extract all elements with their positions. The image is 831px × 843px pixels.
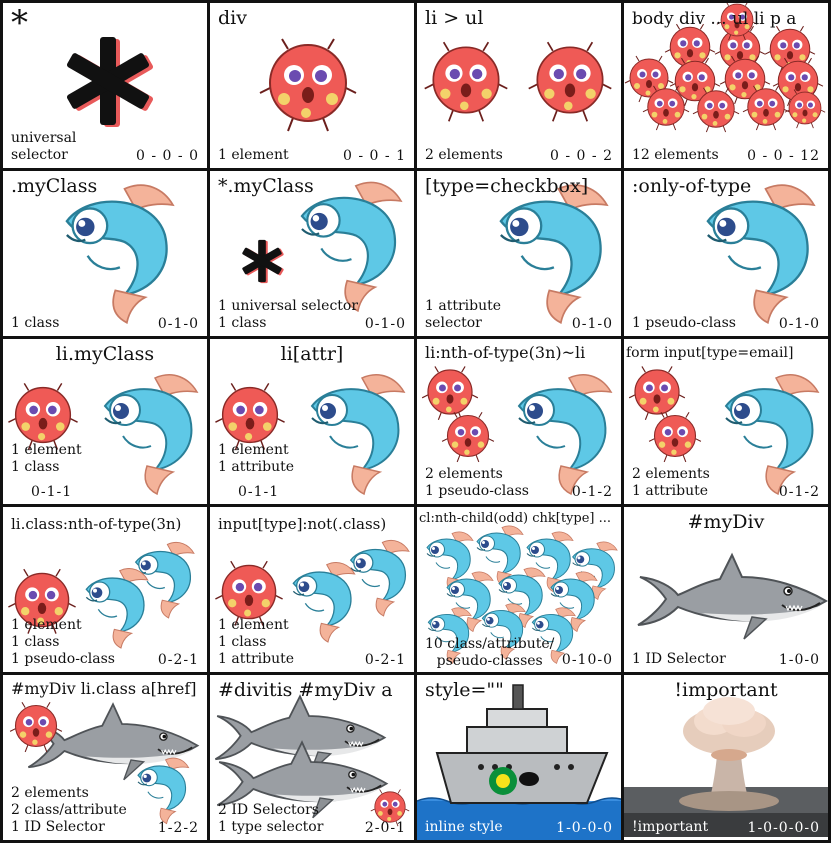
cell-title: div bbox=[218, 7, 247, 29]
specificity-score: 0-1-2 bbox=[778, 484, 820, 500]
cell-universal: * universal selector 0 - 0 - 0 bbox=[3, 3, 207, 168]
cell-attribute: [type=checkbox] 1 attribute selector 0-1… bbox=[417, 171, 621, 336]
cell-title: #divitis #myDiv a bbox=[218, 679, 393, 701]
specificity-score: 1-0-0 bbox=[778, 652, 820, 668]
cell-title: form input[type=email] bbox=[626, 345, 794, 361]
specificity-score: 0-1-2 bbox=[571, 484, 613, 500]
cell-title: input[type]:not(.class) bbox=[218, 515, 387, 533]
cell-div: div 1 element 0 - 0 - 1 bbox=[210, 3, 414, 168]
specificity-score: 0 - 0 - 12 bbox=[747, 148, 820, 164]
specificity-score: 0 - 0 - 1 bbox=[343, 148, 406, 164]
cell-title: *.myClass bbox=[218, 175, 314, 197]
cell-title: !important bbox=[674, 679, 778, 701]
specificity-score: 0-1-1 bbox=[238, 484, 280, 500]
specificity-score: 0-1-1 bbox=[31, 484, 73, 500]
specificity-score: 0-1-0 bbox=[571, 316, 613, 332]
specificity-score: 0-10-0 bbox=[561, 652, 613, 668]
specificity-score: 0-2-1 bbox=[157, 652, 199, 668]
specificity-score: 0 - 0 - 2 bbox=[550, 148, 613, 164]
cell-description: 1 element 1 class 1 attribute bbox=[218, 617, 295, 667]
cell-description: 2 ID Selectors 1 type selector bbox=[218, 802, 324, 835]
cell-form-input: form input[type=email] 2 elements 1 attr… bbox=[624, 339, 828, 504]
cell-li-class-nth: li.class:nth-of-type(3n) 1 element 1 cla… bbox=[3, 507, 207, 672]
specificity-score: 0-2-1 bbox=[364, 652, 406, 668]
specificity-score: 1-0-0-0 bbox=[556, 820, 613, 836]
ship-illustration bbox=[417, 684, 621, 840]
cell-title: #myDiv bbox=[687, 511, 765, 533]
specificity-score: 0 - 0 - 0 bbox=[136, 148, 199, 164]
cell-title: li[attr] bbox=[280, 343, 344, 365]
cell-title: body div ... ul li p a bbox=[632, 9, 797, 29]
specificity-score: 2-0-1 bbox=[364, 820, 406, 836]
cell-description: 1 universal selector 1 class bbox=[218, 298, 359, 331]
cell-description: 1 class bbox=[11, 315, 60, 331]
cell-title: li.myClass bbox=[55, 343, 155, 365]
cell-description: universal selector bbox=[11, 130, 77, 163]
bp-logo-icon bbox=[489, 767, 517, 795]
specificity-score: 1-2-2 bbox=[157, 820, 199, 836]
cell-li-myclass: li.myClass 1 element 1 class 0-1-1 bbox=[3, 339, 207, 504]
cell-id-li-class: #myDiv li.class a[href] 2 elements 2 cla… bbox=[3, 675, 207, 840]
cell-description: 1 element 1 attribute bbox=[218, 442, 295, 475]
cell-title: :only-of-type bbox=[632, 175, 752, 197]
mushroom-cloud-illustration bbox=[624, 697, 828, 837]
cell-divitis: #divitis #myDiv a 2 ID Selectors 1 type … bbox=[210, 675, 414, 840]
cell-description: 1 pseudo-class bbox=[632, 315, 736, 331]
cell-description: 1 element 1 class 1 pseudo-class bbox=[11, 617, 115, 667]
cell-description: 1 attribute selector bbox=[425, 298, 502, 331]
cell-nth-of-type: li:nth-of-type(3n)~li 2 elements 1 pseud… bbox=[417, 339, 621, 504]
cell-title: cl:nth-child(odd) chk[type] ... bbox=[419, 511, 612, 526]
cell-title: .myClass bbox=[11, 175, 98, 197]
cell-description: 12 elements bbox=[632, 147, 719, 163]
cell-description: 2 elements 1 attribute bbox=[632, 466, 710, 499]
cell-title: li.class:nth-of-type(3n) bbox=[11, 515, 182, 533]
cell-input-not: input[type]:not(.class) 1 element 1 clas… bbox=[210, 507, 414, 672]
cell-description: 2 elements bbox=[425, 147, 503, 163]
cell-inline-style: style="" inline style 1-0-0-0 bbox=[417, 675, 621, 840]
cell-id: #myDiv 1 ID Selector 1-0-0 bbox=[624, 507, 828, 672]
cell-li-attr: li[attr] 1 element 1 attribute 0-1-1 bbox=[210, 339, 414, 504]
cell-body-div: body div ... ul li p a 12 elements 0 - 0… bbox=[624, 3, 828, 168]
cell-li-ul: li > ul 2 elements 0 - 0 - 2 bbox=[417, 3, 621, 168]
cell-title: #myDiv li.class a[href] bbox=[11, 679, 197, 698]
cell-description: 1 element bbox=[218, 147, 289, 163]
cell-description: 1 element 1 class bbox=[11, 442, 82, 475]
cell-title: li:nth-of-type(3n)~li bbox=[425, 343, 586, 362]
cell-only-of-type: :only-of-type 1 pseudo-class 0-1-0 bbox=[624, 171, 828, 336]
cell-title: style="" bbox=[425, 679, 504, 701]
cell-description: !important bbox=[632, 819, 709, 835]
cell-title: * bbox=[11, 3, 28, 43]
cell-important: !important !important 1-0-0-0-0 bbox=[624, 675, 828, 840]
cell-description: 2 elements 2 class/attribute 1 ID Select… bbox=[11, 785, 127, 835]
specificity-score: 0-1-0 bbox=[157, 316, 199, 332]
specificity-score: 0-1-0 bbox=[778, 316, 820, 332]
cell-title: li > ul bbox=[425, 7, 484, 29]
cell-star-myclass: *.myClass 1 universal selector 1 class 0… bbox=[210, 171, 414, 336]
cell-description: 1 ID Selector bbox=[632, 651, 726, 667]
specificity-score: 1-0-0-0-0 bbox=[747, 820, 820, 836]
cell-myclass: .myClass 1 class 0-1-0 bbox=[3, 171, 207, 336]
cell-description: 10 class/attribute/ pseudo-classes bbox=[425, 636, 555, 669]
cell-description: 2 elements 1 pseudo-class bbox=[425, 466, 529, 499]
cell-title: [type=checkbox] bbox=[425, 175, 589, 197]
specificity-score: 0-1-0 bbox=[364, 316, 406, 332]
cell-nth-child: cl:nth-child(odd) chk[type] ... 10 class… bbox=[417, 507, 621, 672]
cell-description: inline style bbox=[425, 819, 503, 835]
